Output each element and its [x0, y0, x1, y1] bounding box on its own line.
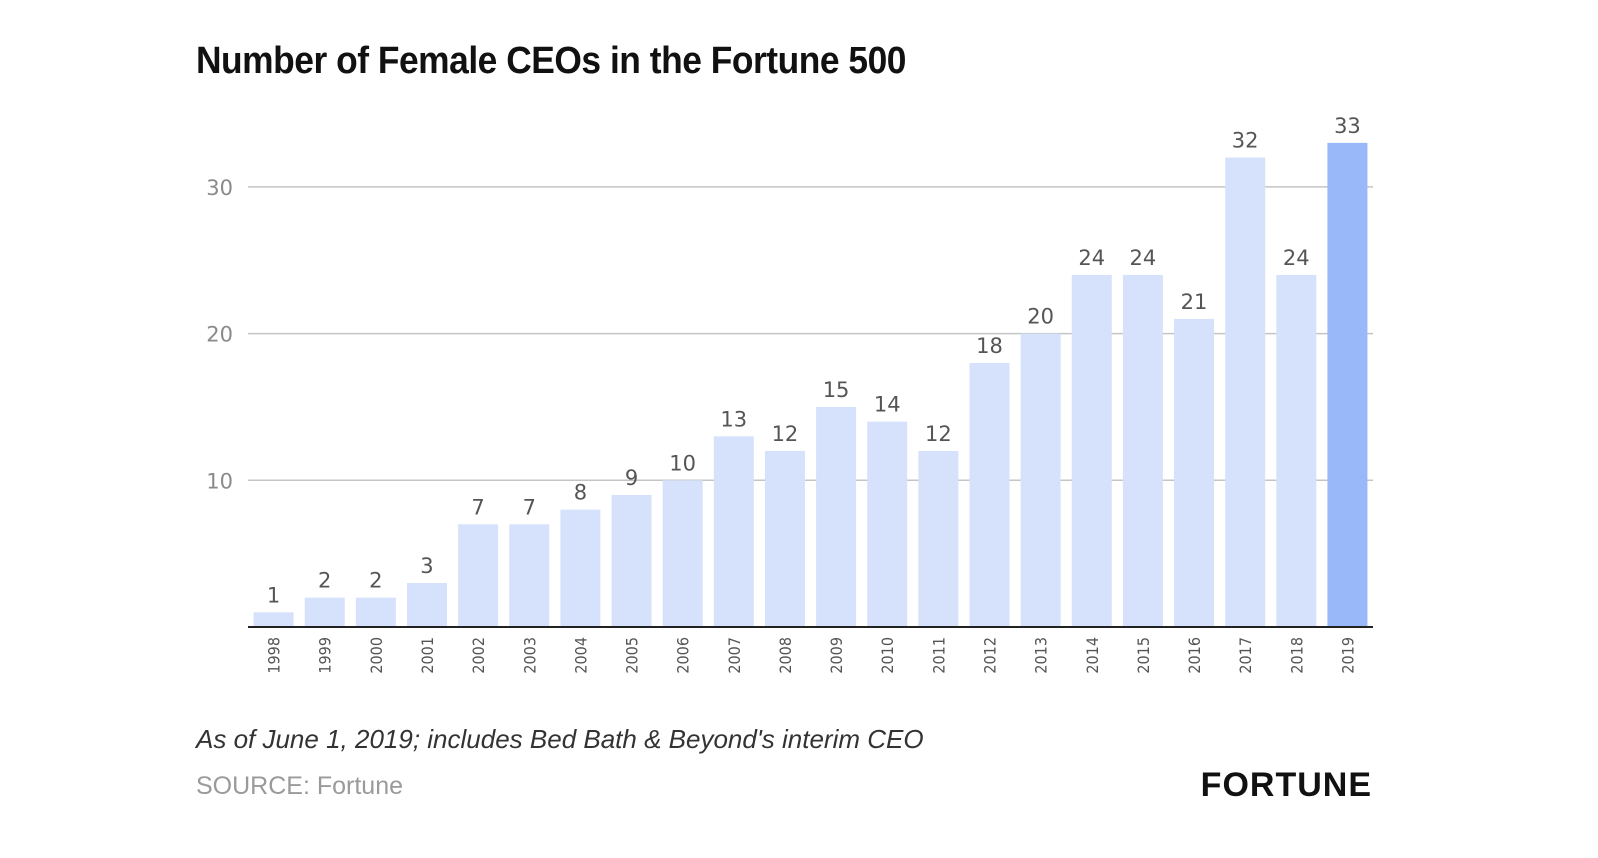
bar-2000 — [355, 597, 396, 627]
value-label-2011: 12 — [925, 422, 952, 446]
bar-2014 — [1071, 274, 1112, 627]
y-tick-label: 10 — [206, 469, 233, 493]
bar-2010 — [867, 421, 908, 627]
value-label-2012: 18 — [976, 334, 1003, 358]
bar-2006 — [662, 480, 703, 627]
bar-2017 — [1225, 157, 1266, 627]
x-tick-label-1998: 1998 — [265, 637, 284, 674]
value-label-2010: 14 — [874, 393, 901, 417]
x-tick-label-2017: 2017 — [1236, 637, 1255, 674]
x-tick-label-2016: 2016 — [1185, 637, 1204, 674]
x-tick-label-1999: 1999 — [316, 637, 335, 674]
value-label-1998: 1 — [267, 583, 280, 607]
bar-2019 — [1327, 142, 1368, 627]
bar-2008 — [764, 450, 805, 627]
value-label-2003: 7 — [523, 495, 536, 519]
bars — [253, 142, 1368, 627]
x-tick-label-2018: 2018 — [1287, 637, 1306, 674]
value-label-2014: 24 — [1078, 246, 1105, 270]
bar-2016 — [1174, 318, 1215, 627]
x-tick-label-2005: 2005 — [623, 637, 642, 674]
value-label-2019: 33 — [1334, 114, 1361, 138]
bar-2011 — [918, 450, 959, 627]
x-tick-label-2011: 2011 — [929, 637, 948, 674]
value-label-2004: 8 — [574, 481, 587, 505]
bar-2007 — [713, 436, 754, 627]
bar-2002 — [458, 524, 499, 627]
value-label-2007: 13 — [720, 407, 747, 431]
value-label-2017: 32 — [1232, 129, 1259, 153]
x-tick-label-2007: 2007 — [725, 637, 744, 674]
value-label-2009: 15 — [823, 378, 850, 402]
x-tick-label-2001: 2001 — [418, 637, 437, 674]
x-tick-label-2003: 2003 — [520, 637, 539, 674]
value-label-2016: 21 — [1181, 290, 1208, 314]
x-tick-label-2015: 2015 — [1134, 637, 1153, 674]
x-tick-label-2002: 2002 — [469, 637, 488, 674]
brand-logo: FORTUNE — [1200, 766, 1372, 804]
bar-2009 — [816, 406, 857, 627]
x-axis-tick-labels: 1998 1999 2000 2001 2002 2003 2004 2005 2006 2007… — [265, 637, 1358, 674]
bar-2018 — [1276, 274, 1317, 627]
bar-2003 — [509, 524, 550, 627]
x-tick-label-2019: 2019 — [1338, 637, 1357, 674]
source-note: SOURCE: Fortune — [196, 772, 404, 800]
value-label-2008: 12 — [772, 422, 799, 446]
y-axis-tick-labels: 10 20 30 — [206, 176, 233, 493]
bar-1999 — [304, 597, 345, 627]
value-label-2006: 10 — [669, 451, 696, 475]
value-label-2013: 20 — [1027, 305, 1054, 329]
bar-2004 — [560, 509, 601, 627]
bar-2012 — [969, 362, 1010, 627]
bar-2001 — [406, 582, 447, 627]
value-label-2001: 3 — [420, 554, 433, 578]
bar-1998 — [253, 612, 294, 627]
bar-2015 — [1122, 274, 1163, 627]
footnote: As of June 1, 2019; includes Bed Bath & … — [196, 724, 924, 754]
value-label-2000: 2 — [369, 569, 382, 593]
y-tick-label: 30 — [206, 176, 233, 200]
value-label-1999: 2 — [318, 569, 331, 593]
chart-title: Number of Female CEOs in the Fortune 500 — [196, 40, 906, 82]
y-tick-label: 20 — [206, 323, 233, 347]
value-label-2002: 7 — [471, 495, 484, 519]
x-tick-label-2010: 2010 — [878, 637, 897, 674]
x-tick-label-2000: 2000 — [367, 637, 386, 674]
bar-2005 — [611, 494, 652, 627]
value-label-2018: 24 — [1283, 246, 1310, 270]
x-tick-label-2006: 2006 — [674, 637, 693, 674]
bar-2013 — [1020, 333, 1061, 627]
x-tick-label-2009: 2009 — [827, 637, 846, 674]
x-tick-label-2008: 2008 — [776, 637, 795, 674]
x-tick-label-2012: 2012 — [980, 637, 999, 674]
value-label-2015: 24 — [1130, 246, 1157, 270]
x-tick-label-2004: 2004 — [571, 637, 590, 674]
x-tick-label-2014: 2014 — [1083, 637, 1102, 674]
value-label-2005: 9 — [625, 466, 638, 490]
x-tick-label-2013: 2013 — [1032, 637, 1051, 674]
